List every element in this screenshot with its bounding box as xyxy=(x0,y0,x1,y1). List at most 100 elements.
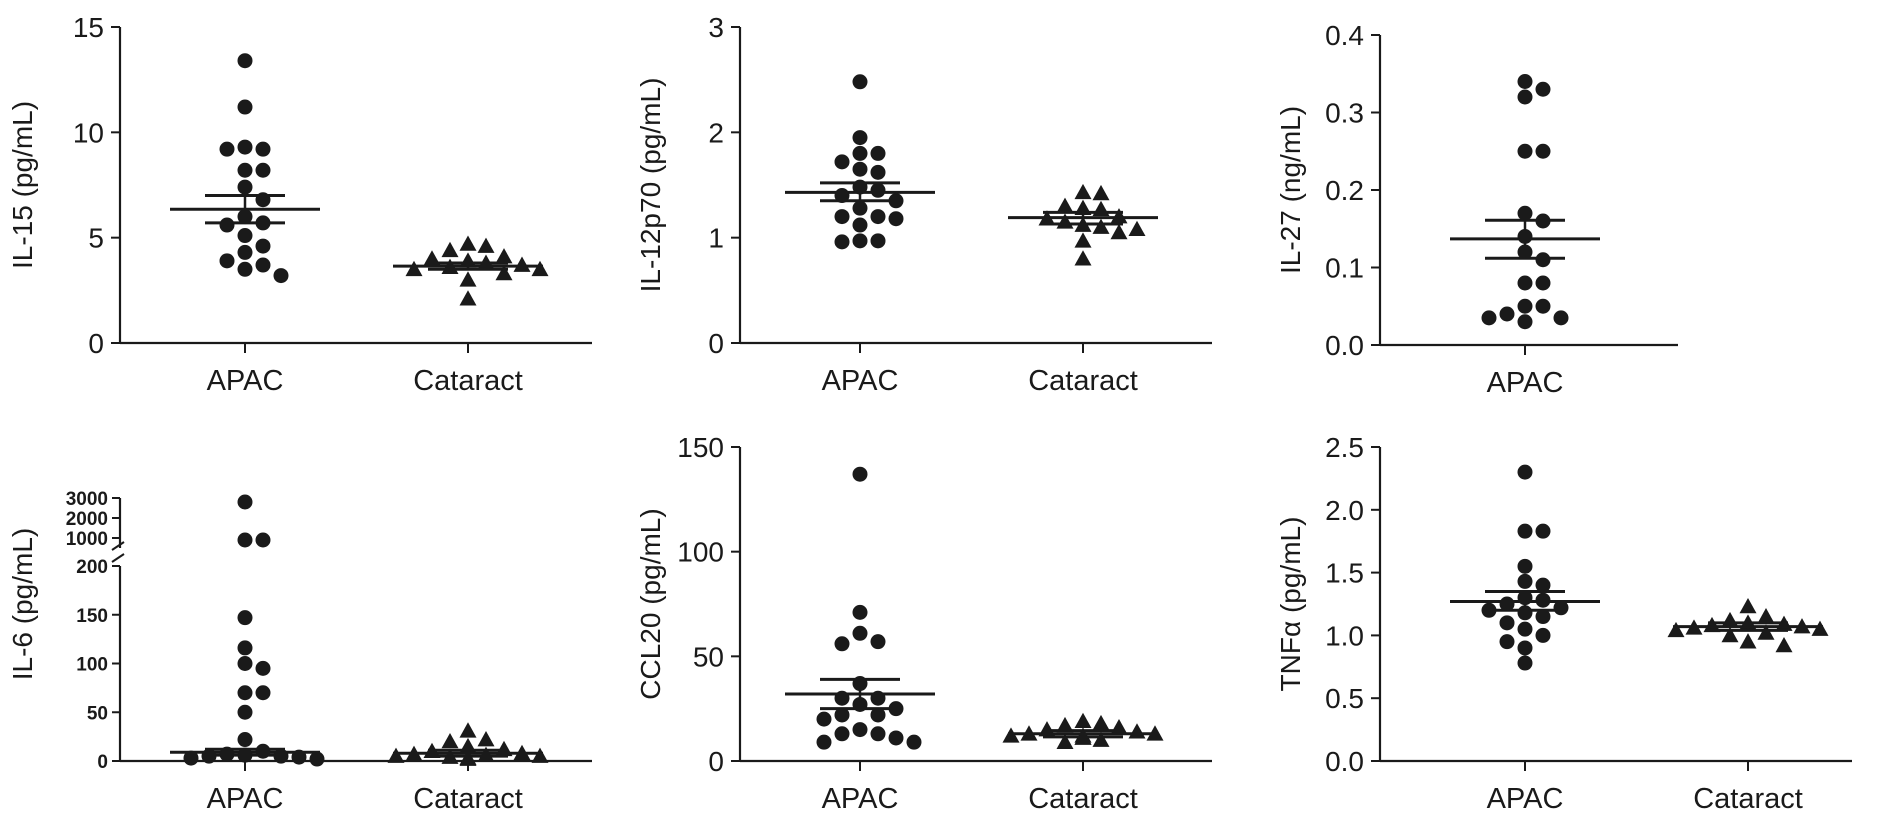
data-point-10 xyxy=(1517,275,1533,291)
data-point-12 xyxy=(816,711,832,727)
data-point-2 xyxy=(441,733,459,749)
data-point-10 xyxy=(1128,220,1146,237)
data-point-13 xyxy=(1056,733,1074,749)
plot-area: 0 5 10 15 IL-15 (pg/mL) APAC Cataract xyxy=(7,12,592,397)
x-tick-label: Cataract xyxy=(1028,783,1138,815)
data-point-2 xyxy=(1056,197,1074,213)
series-apac xyxy=(785,74,935,250)
data-point-15 xyxy=(1535,627,1551,643)
data-point-2 xyxy=(1535,523,1551,539)
series-apac xyxy=(170,494,325,767)
data-point-11 xyxy=(219,217,235,233)
y-tick-label: 2000 xyxy=(66,509,108,530)
data-point-7 xyxy=(237,179,253,195)
y-tick-label: 200 xyxy=(76,557,108,578)
data-point-0 xyxy=(1074,183,1092,200)
data-point-3 xyxy=(870,145,886,161)
data-point-6 xyxy=(255,162,271,178)
data-point-11 xyxy=(834,707,850,723)
plot-area: 0 1 2 3 IL-12p70 (pg/mL) APAC Cataract xyxy=(635,12,1212,397)
panel-il12p70: 0 1 2 3 IL-12p70 (pg/mL) APAC Cataract xyxy=(635,12,1212,397)
y-tick-label: 2.0 xyxy=(1325,495,1364,526)
y-tick-label: 0.2 xyxy=(1325,175,1364,206)
data-point-3 xyxy=(1517,143,1533,159)
data-point-11 xyxy=(1721,626,1739,643)
data-point-18 xyxy=(834,234,850,250)
data-point-3 xyxy=(255,141,271,157)
data-point-13 xyxy=(255,238,271,254)
data-point-2 xyxy=(1056,716,1074,733)
data-point-2 xyxy=(237,139,253,155)
data-point-9 xyxy=(1667,621,1685,638)
data-point-8 xyxy=(255,685,271,701)
data-point-12 xyxy=(1517,298,1533,314)
data-point-3 xyxy=(870,634,886,650)
y-tick-label: 150 xyxy=(677,432,724,463)
data-point-18 xyxy=(1517,655,1533,671)
series-cataract xyxy=(1008,183,1158,266)
data-point-9 xyxy=(1092,218,1110,234)
data-point-13 xyxy=(852,722,868,738)
y-tick-label: 0 xyxy=(88,328,104,359)
data-point-4 xyxy=(834,154,850,170)
x-tick-label: Cataract xyxy=(1028,365,1138,397)
data-point-16 xyxy=(852,233,868,249)
data-point-7 xyxy=(1056,213,1074,229)
data-point-4 xyxy=(834,636,850,652)
data-point-16 xyxy=(1481,310,1497,326)
y-tick-label: 0 xyxy=(708,746,724,777)
data-point-12 xyxy=(1074,232,1092,248)
y-tick-label: 1000 xyxy=(66,529,108,550)
x-tick-label: APAC xyxy=(822,783,899,815)
data-point-12 xyxy=(237,228,253,244)
data-point-18 xyxy=(273,268,289,284)
y-tick-label: 2.5 xyxy=(1325,432,1364,463)
data-point-13 xyxy=(459,290,477,306)
plot-area: 0.0 0.1 0.2 0.3 0.4 IL-27 (ng/mL) APAC xyxy=(1275,20,1678,399)
y-tick-label: 3000 xyxy=(66,489,108,510)
x-tick-label: APAC xyxy=(207,365,284,397)
data-point-13 xyxy=(1499,615,1515,631)
data-point-17 xyxy=(816,734,832,750)
data-point-2 xyxy=(852,145,868,161)
data-point-5 xyxy=(1110,208,1128,224)
data-point-2 xyxy=(441,241,459,258)
y-tick-label: 0.5 xyxy=(1325,683,1364,714)
y-tick-label: 50 xyxy=(693,641,724,672)
y-axis-label: IL-15 (pg/mL) xyxy=(7,101,38,269)
data-point-1 xyxy=(1092,714,1110,731)
panel-ccl20: 0 50 100 150 CCL20 (pg/mL) APAC Cataract xyxy=(635,432,1212,815)
data-point-9 xyxy=(531,747,549,763)
data-point-0 xyxy=(1074,712,1092,729)
data-point-15 xyxy=(852,217,868,233)
plot-area: 0.0 0.5 1.0 1.5 2.0 2.5 TNFα (pg/mL) APAC Catara… xyxy=(1275,432,1852,815)
data-point-17 xyxy=(1517,314,1533,330)
x-tick-label: APAC xyxy=(1487,367,1564,399)
data-point-14 xyxy=(1517,621,1533,637)
data-point-1 xyxy=(1092,184,1110,201)
data-point-1 xyxy=(1535,81,1551,97)
data-point-15 xyxy=(219,253,235,269)
data-point-17 xyxy=(1517,640,1533,656)
data-point-0 xyxy=(852,466,868,482)
data-point-14 xyxy=(237,244,253,260)
data-point-1 xyxy=(237,532,253,548)
data-point-18 xyxy=(309,751,325,767)
x-tick-label: APAC xyxy=(822,365,899,397)
data-point-10 xyxy=(237,732,253,748)
data-point-9 xyxy=(1535,252,1551,268)
data-point-11 xyxy=(852,200,868,216)
data-point-11 xyxy=(1110,223,1128,240)
y-tick-label: 100 xyxy=(677,537,724,568)
data-point-5 xyxy=(1703,616,1721,633)
data-point-3 xyxy=(495,248,513,264)
data-point-14 xyxy=(870,726,886,742)
series-apac xyxy=(785,466,935,750)
series-cataract xyxy=(393,235,549,306)
data-point-0 xyxy=(1517,74,1533,89)
data-point-4 xyxy=(1535,143,1551,159)
data-point-13 xyxy=(459,750,477,766)
